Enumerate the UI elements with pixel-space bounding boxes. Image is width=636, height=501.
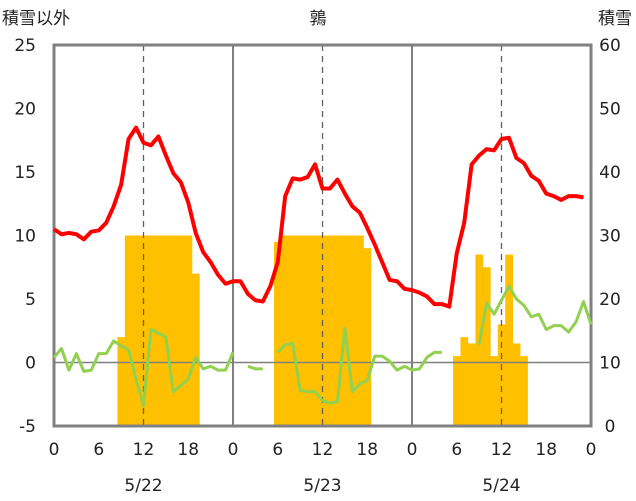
x-tick-label: 18	[177, 440, 199, 460]
red-series-line	[52, 125, 584, 309]
snow-bar	[281, 235, 290, 426]
y-left-tick-label: 15	[14, 163, 36, 183]
y-right-tick-label: 60	[599, 36, 621, 56]
snow-bar	[326, 235, 334, 426]
snow-bar	[296, 235, 305, 426]
y-right-tick-label: 30	[599, 227, 621, 247]
snow-bar	[162, 235, 170, 426]
plot-frame	[52, 43, 593, 428]
tick-labels: -5 0 5 10 15 20 25 0 10 20 30 40 50 60 0 6 12 18 0 6 12 18 0 6 1…	[14, 36, 620, 496]
snow-bar	[363, 248, 372, 426]
y-right-tick-label: 10	[599, 354, 621, 374]
snow-bar	[132, 235, 141, 426]
day-label: 5/22	[124, 476, 162, 496]
snow-bar	[333, 235, 342, 426]
snow-bar	[139, 235, 148, 426]
day-label: 5/23	[303, 476, 341, 496]
snow-bar	[505, 254, 513, 426]
snow-bar	[512, 343, 521, 426]
x-tick-label: 6	[451, 440, 462, 460]
snow-bar	[318, 235, 327, 426]
x-tick-label: 0	[228, 440, 239, 460]
y-left-tick-label: 5	[25, 290, 36, 310]
y-right-tick-label: 20	[599, 290, 621, 310]
y-right-tick-label: 0	[605, 417, 616, 437]
x-tick-label: 0	[586, 440, 597, 460]
snow-bar	[348, 235, 357, 426]
snow-bar	[169, 235, 178, 426]
chart-title: 鶉	[310, 9, 327, 29]
x-tick-label: 0	[407, 440, 418, 460]
snow-bar	[490, 356, 499, 426]
y-left-tick-label: 10	[14, 227, 36, 247]
left-axis-title: 積雪以外	[2, 9, 70, 29]
snow-bar	[177, 235, 185, 426]
plot-border	[52, 43, 593, 428]
x-tick-label: 18	[535, 440, 557, 460]
x-tick-label: 18	[356, 440, 378, 460]
y-left-tick-label: 0	[25, 354, 36, 374]
snow-bar	[124, 235, 133, 426]
snow-bar	[191, 273, 200, 426]
x-tick-label: 6	[93, 440, 104, 460]
snow-bar	[288, 235, 297, 426]
snow-bar	[467, 343, 476, 426]
snow-bar	[453, 356, 461, 426]
y-right-tick-label: 50	[599, 100, 621, 120]
x-tick-label: 12	[312, 440, 334, 460]
x-tick-label: 12	[133, 440, 155, 460]
snow-bar	[356, 235, 364, 426]
right-axis-title: 積雪	[598, 9, 632, 29]
y-left-tick-label: 20	[14, 100, 36, 120]
day-label: 5/24	[482, 476, 520, 496]
y-left-tick-label: 25	[14, 36, 36, 56]
snow-bar	[311, 235, 320, 426]
snow-bar	[154, 235, 163, 426]
snow-bar	[520, 356, 528, 426]
y-right-tick-label: 40	[599, 163, 621, 183]
snow-bar	[482, 267, 491, 426]
x-tick-label: 6	[272, 440, 283, 460]
snow-bar	[303, 235, 312, 426]
snow-bar	[117, 337, 126, 426]
snow-bar	[274, 241, 282, 426]
x-tick-label: 0	[49, 440, 60, 460]
snow-bar	[460, 337, 469, 426]
y-left-tick-label: -5	[19, 417, 36, 437]
green-series-line	[52, 284, 593, 408]
x-tick-label: 12	[491, 440, 513, 460]
snow-bar	[184, 235, 193, 426]
